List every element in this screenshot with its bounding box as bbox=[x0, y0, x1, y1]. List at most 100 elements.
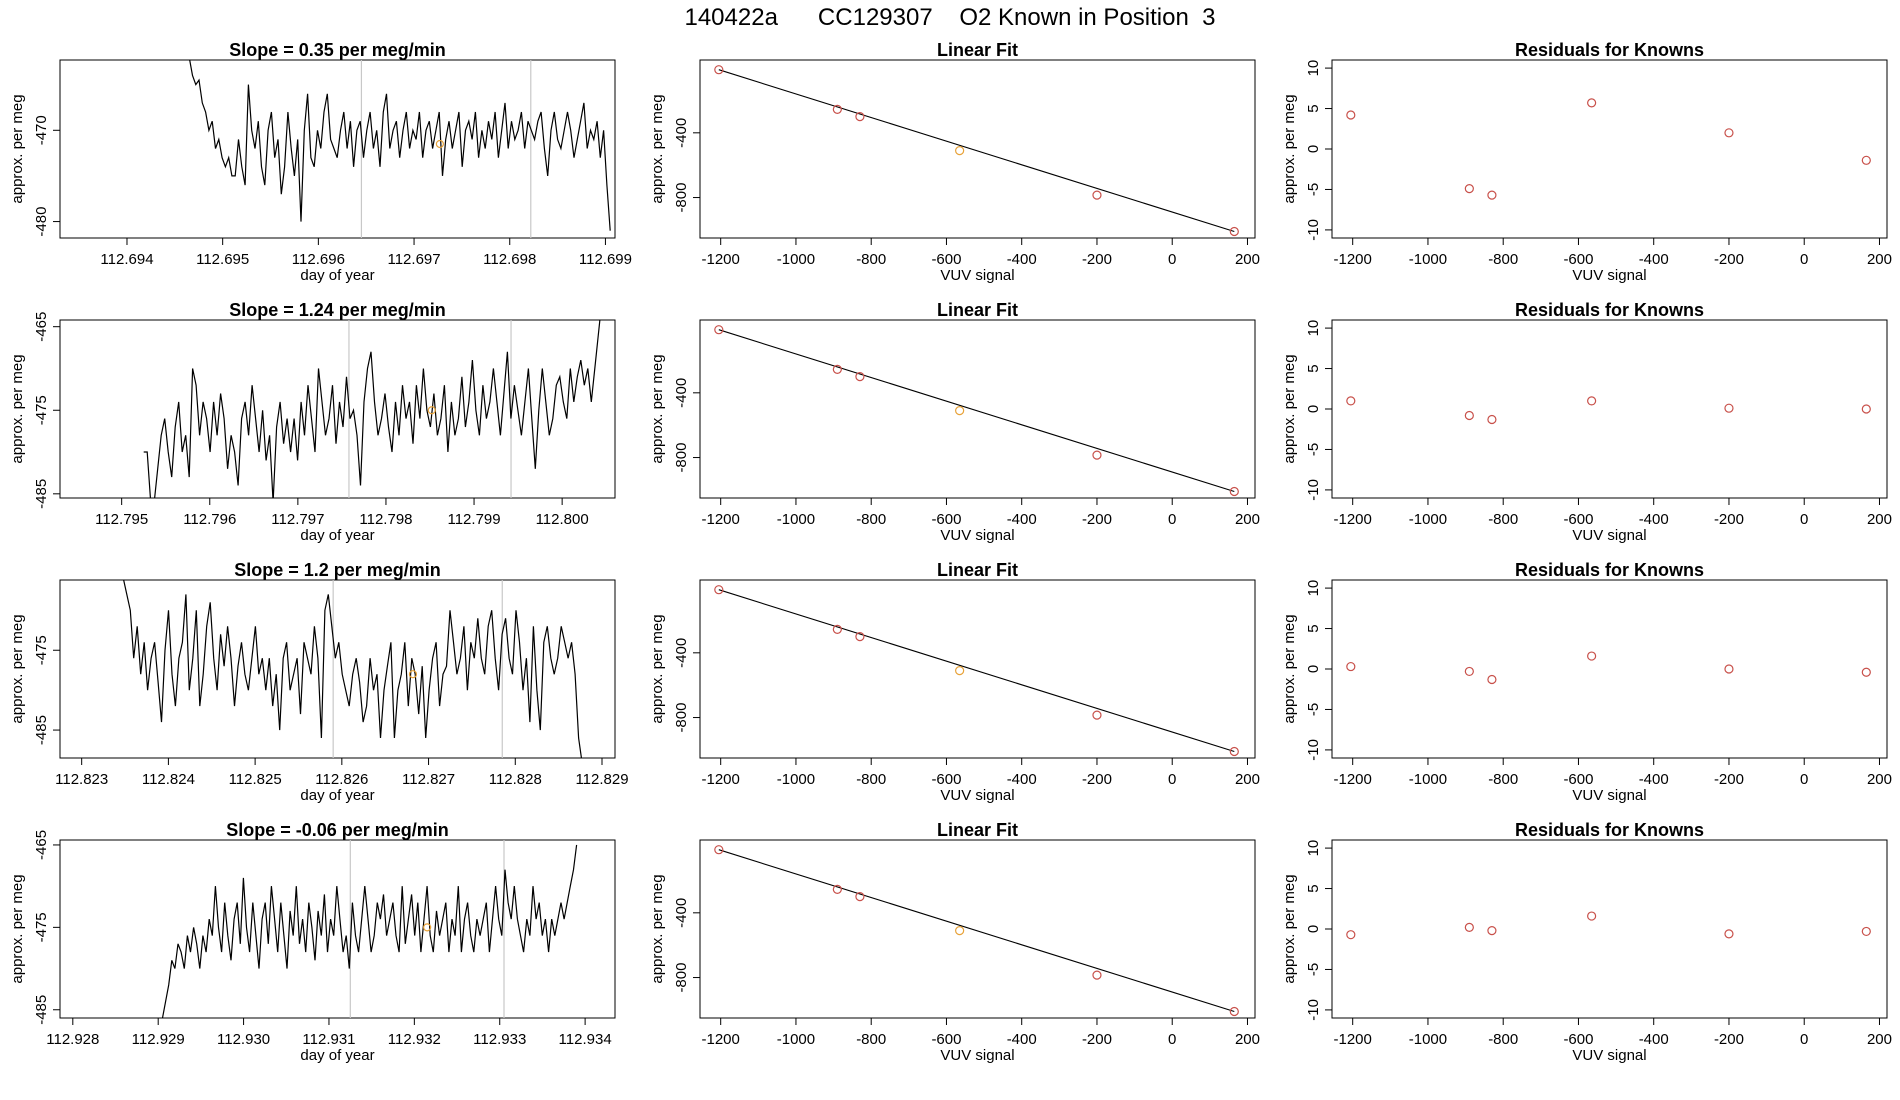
chart-title: Residuals for Knowns bbox=[1515, 560, 1704, 580]
x-tick-label: 200 bbox=[1867, 511, 1892, 528]
x-axis-label: day of year bbox=[300, 1047, 374, 1064]
x-axis-label: VUV signal bbox=[940, 527, 1014, 544]
x-tick-label: 112.797 bbox=[271, 511, 324, 528]
y-tick-label: -475 bbox=[33, 635, 50, 665]
fit-line bbox=[718, 589, 1235, 753]
data-point bbox=[1229, 486, 1239, 497]
data-point bbox=[1487, 190, 1497, 200]
x-tick-label: -800 bbox=[856, 511, 886, 528]
y-tick-label: 5 bbox=[1305, 104, 1322, 112]
x-tick-label: -800 bbox=[1488, 251, 1518, 268]
x-tick-label: -400 bbox=[1639, 251, 1669, 268]
data-point bbox=[855, 632, 865, 642]
chart-title: Slope = 1.24 per meg/min bbox=[229, 300, 446, 320]
y-tick-label: -475 bbox=[33, 912, 50, 942]
plot-frame bbox=[1331, 59, 1888, 239]
x-axis-label: day of year bbox=[300, 267, 374, 284]
x-tick-label: 112.798 bbox=[359, 511, 412, 528]
data-point bbox=[832, 104, 842, 114]
x-axis-label: VUV signal bbox=[940, 1047, 1014, 1064]
x-tick-label: 112.934 bbox=[559, 1031, 612, 1048]
y-axis-label: approx. per meg bbox=[9, 874, 26, 983]
x-tick-label: 112.694 bbox=[100, 251, 153, 268]
x-tick-label: 112.800 bbox=[536, 511, 589, 528]
x-tick-label: 112.928 bbox=[46, 1031, 99, 1048]
x-tick-label: -600 bbox=[931, 771, 961, 788]
data-point bbox=[1464, 922, 1474, 932]
plot-area bbox=[1346, 651, 1871, 685]
y-tick-label: -5 bbox=[1305, 443, 1322, 456]
x-tick-label: -200 bbox=[1714, 251, 1744, 268]
y-axis-label: approx. per meg bbox=[649, 354, 666, 463]
x-tick-label: -1000 bbox=[777, 771, 815, 788]
chart-panel-6: Residuals for Knowns-1200 -1000 -800 -600 -4… bbox=[1281, 300, 1892, 544]
y-tick-label: -5 bbox=[1305, 183, 1322, 196]
chart-title: Slope = 1.2 per meg/min bbox=[234, 560, 441, 580]
x-tick-label: -800 bbox=[856, 1031, 886, 1048]
chart-panel-11: Linear Fit -1200 -1000 -800 -600 -400 -200 0 200… bbox=[649, 820, 1260, 1064]
x-tick-label: 0 bbox=[1168, 511, 1176, 528]
plot-frame bbox=[59, 839, 616, 1019]
x-tick-label: -800 bbox=[856, 251, 886, 268]
y-tick-label: 0 bbox=[1305, 925, 1322, 933]
y-tick-label: -485 bbox=[33, 995, 50, 1025]
data-point bbox=[1092, 450, 1102, 460]
y-axis-label: approx. per meg bbox=[1281, 354, 1298, 463]
chart-panel-2: Linear Fit -1200 -1000 -800 -600 -400 -200 0 200… bbox=[649, 40, 1260, 284]
x-tick-label: 200 bbox=[1867, 771, 1892, 788]
x-tick-label: -200 bbox=[1082, 1031, 1112, 1048]
x-tick-label: -800 bbox=[1488, 511, 1518, 528]
y-axis-label: approx. per meg bbox=[1281, 614, 1298, 723]
x-tick-label: -1200 bbox=[1334, 771, 1372, 788]
x-tick-label: -800 bbox=[1488, 771, 1518, 788]
y-tick-label: -465 bbox=[33, 830, 50, 860]
x-axis-label: day of year bbox=[300, 787, 374, 804]
x-tick-label: 112.827 bbox=[402, 771, 455, 788]
mean-marker bbox=[427, 406, 436, 415]
x-tick-label: -200 bbox=[1714, 1031, 1744, 1048]
y-tick-label: -400 bbox=[673, 378, 690, 408]
plot-area bbox=[123, 580, 583, 758]
chart-title: Slope = -0.06 per meg/min bbox=[226, 820, 449, 840]
data-point bbox=[714, 65, 724, 75]
data-point bbox=[1092, 970, 1102, 980]
chart-panel-5: Linear Fit -1200 -1000 -800 -600 -400 -200 0 200… bbox=[649, 300, 1260, 544]
x-tick-label: -1200 bbox=[1334, 511, 1372, 528]
chart-panel-4: Slope = 1.24 per meg/min 112.795 112.796 11… bbox=[9, 300, 616, 544]
y-tick-label: -485 bbox=[33, 715, 50, 745]
y-tick-label: -400 bbox=[673, 898, 690, 928]
data-point bbox=[1464, 184, 1474, 194]
data-point bbox=[1587, 396, 1597, 406]
x-tick-label: 112.826 bbox=[315, 771, 368, 788]
fit-line bbox=[718, 69, 1235, 233]
data-point bbox=[1092, 710, 1102, 720]
chart-title: Residuals for Knowns bbox=[1515, 820, 1704, 840]
x-axis-label: VUV signal bbox=[1572, 1047, 1646, 1064]
chart-panel-10: Slope = -0.06 per meg/min 112.928 112.929 1… bbox=[9, 820, 616, 1064]
data-point bbox=[1724, 403, 1734, 413]
data-point bbox=[832, 624, 842, 634]
y-tick-label: -10 bbox=[1305, 739, 1322, 761]
plot-area bbox=[714, 65, 1239, 237]
plot-frame bbox=[1331, 579, 1888, 759]
data-point bbox=[1861, 404, 1871, 414]
x-tick-label: -600 bbox=[1563, 1031, 1593, 1048]
plot-area bbox=[143, 320, 601, 498]
data-point bbox=[855, 892, 865, 902]
x-tick-label: -400 bbox=[1007, 511, 1037, 528]
y-tick-label: 5 bbox=[1305, 364, 1322, 372]
x-axis-label: VUV signal bbox=[1572, 267, 1646, 284]
fit-line bbox=[718, 329, 1235, 493]
data-point bbox=[1861, 926, 1871, 937]
data-point bbox=[1587, 651, 1597, 661]
chart-title: Residuals for Knowns bbox=[1515, 300, 1704, 320]
x-tick-label: 0 bbox=[1800, 771, 1808, 788]
y-tick-label: 10 bbox=[1305, 580, 1322, 597]
data-point bbox=[1464, 666, 1474, 677]
x-tick-label: -1200 bbox=[1334, 1031, 1372, 1048]
x-tick-label: 112.796 bbox=[183, 511, 236, 528]
x-tick-label: -600 bbox=[1563, 251, 1593, 268]
plot-frame bbox=[59, 59, 616, 239]
chart-panel-1: Slope = 0.35 per meg/min 112.694 112.695 11… bbox=[9, 40, 632, 284]
